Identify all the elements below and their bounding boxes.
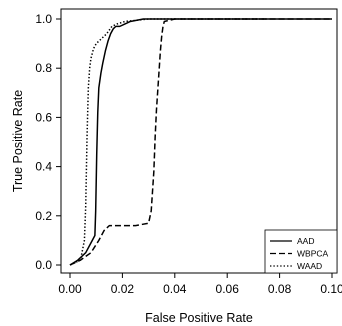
x-tick-label: 0.04 <box>163 282 187 296</box>
y-tick-label: 0.2 <box>35 209 52 223</box>
x-tick-label: 0.02 <box>111 282 135 296</box>
series-lines <box>69 18 332 266</box>
x-tick-label: 0.06 <box>216 282 240 296</box>
legend-box <box>264 229 338 274</box>
y-axis-title: True Positive Rate <box>11 90 25 192</box>
y-tick-label: 0.0 <box>35 258 52 272</box>
legend-label-wbpca: WBPCA <box>297 249 329 259</box>
x-tick-label: 0.10 <box>320 282 342 296</box>
legend-label-aad: AAD <box>297 236 314 246</box>
legend: AAD WBPCA WAAD <box>264 229 338 274</box>
y-tick-label: 0.6 <box>35 110 52 124</box>
series-line-aad <box>69 18 332 266</box>
y-tick-label: 0.4 <box>35 160 52 174</box>
y-tick-label: 1.0 <box>35 12 52 26</box>
x-axis-title: False Positive Rate <box>145 311 253 325</box>
x-tick-label: 0.00 <box>58 282 82 296</box>
y-tick-label: 0.8 <box>35 61 52 75</box>
series-line-wbpca <box>69 18 332 266</box>
plot-border <box>60 8 338 274</box>
legend-label-waad: WAAD <box>297 261 322 271</box>
x-tick-label: 0.08 <box>268 282 292 296</box>
series-line-waad <box>69 18 267 266</box>
axis-ticks: 0.00 0.02 0.04 0.06 0.08 0.10 0.0 0.2 0.4 0.6 0.8 1… <box>35 12 342 296</box>
